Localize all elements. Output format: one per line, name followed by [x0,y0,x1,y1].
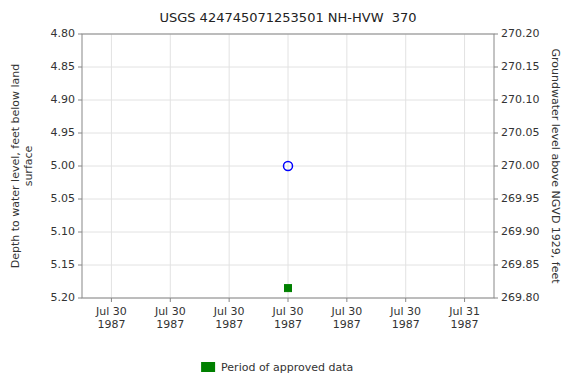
tick-mark [494,67,498,68]
x-axis: Jul 301987Jul 301987Jul 301987Jul 301987… [95,298,480,331]
tick-mark [494,133,498,134]
grid-line [288,34,289,298]
text-line: 1987 [97,318,125,331]
tick-mark [346,298,347,302]
tick-mark [78,100,82,101]
text-line: surface [22,145,35,186]
tick-label: 5.15 [51,258,76,271]
tick-label: 270.05 [501,126,540,139]
tick-label: 4.85 [51,60,76,73]
tick-mark [494,265,498,266]
grid-line [346,34,347,298]
tick-label: Jul 301987 [154,305,186,331]
marks [284,162,293,292]
tick-label: 4.80 [51,27,76,40]
plot-area [82,34,494,298]
tick-mark [494,232,498,233]
tick-mark [229,298,230,302]
tick-mark [78,265,82,266]
legend-swatch [201,362,215,372]
tick-label: 4.95 [51,126,76,139]
grid [82,34,494,298]
tick-mark [494,166,498,167]
tick-mark [78,67,82,68]
tick-mark [78,133,82,134]
tick-label: 269.80 [501,291,540,304]
text-line: 1987 [451,318,479,331]
grid-line [111,34,112,298]
tick-label: 5.05 [51,192,76,205]
grid-line [464,34,465,298]
grid-line [405,34,406,298]
title: USGS 424745071253501 NH-HVW 370 [159,10,416,25]
point [285,285,292,292]
tick-label: Jul 301987 [95,305,127,331]
tick-label: 270.15 [501,60,540,73]
tick-mark [464,298,465,302]
tick-label: 269.95 [501,192,540,205]
tick-mark [78,166,82,167]
text-line: 1987 [215,318,243,331]
text-line: Jul 30 [389,305,421,318]
text-line: 1987 [392,318,420,331]
tick-mark [78,34,82,35]
text-line: Jul 30 [272,305,304,318]
tick-label: 5.00 [51,159,76,172]
y2-axis: 269.80 269.85 269.90 269.95 270.00 270.05 270.… [494,27,540,304]
y-axis: 4.80 4.85 4.90 4.95 5.00 5.05 5.10 5.15 5.20 [51,27,83,304]
tick-label: 269.85 [501,258,540,271]
text-line: Groundwater level above NGVD 1929, feet [549,48,562,284]
tick-mark [288,298,289,302]
text-line: Jul 31 [448,305,480,318]
tick-mark [78,199,82,200]
text-line: Jul 30 [330,305,362,318]
grid-line [229,34,230,298]
tick-mark [170,298,171,302]
tick-mark [494,100,498,101]
tick-label: Jul 301987 [389,305,421,331]
tick-label: Jul 301987 [330,305,362,331]
legend-label: Period of approved data [221,361,353,374]
tick-label: 4.90 [51,93,76,106]
text-line: Jul 30 [213,305,245,318]
tick-label: 270.00 [501,159,540,172]
text-line: Jul 30 [154,305,186,318]
tick-label: 5.20 [51,291,76,304]
tick-mark [494,34,498,35]
text-line: 1987 [156,318,184,331]
tick-mark [405,298,406,302]
tick-label: 270.10 [501,93,540,106]
tick-mark [78,232,82,233]
y-axis-label: Depth to water level, feet below landsur… [9,64,35,269]
y2-axis-label: Groundwater level above NGVD 1929, feet [549,48,562,284]
tick-label: 269.90 [501,225,540,238]
legend: Period of approved data [201,361,353,374]
text-line: Jul 30 [95,305,127,318]
chart: 4.80 4.85 4.90 4.95 5.00 5.05 5.10 5.15 5.20 269.… [0,0,576,384]
tick-mark [78,298,82,299]
tick-mark [111,298,112,302]
tick-label: Jul 301987 [272,305,304,331]
text-line: Depth to water level, feet below land [9,64,22,269]
tick-label: 5.10 [51,225,76,238]
tick-label: 270.20 [501,27,540,40]
point [284,162,293,171]
tick-mark [494,298,498,299]
plot-frame [82,34,494,298]
grid-line [170,34,171,298]
tick-mark [494,199,498,200]
text-line: 1987 [333,318,361,331]
text-line: 1987 [274,318,302,331]
tick-label: Jul 301987 [213,305,245,331]
tick-label: Jul 311987 [448,305,480,331]
